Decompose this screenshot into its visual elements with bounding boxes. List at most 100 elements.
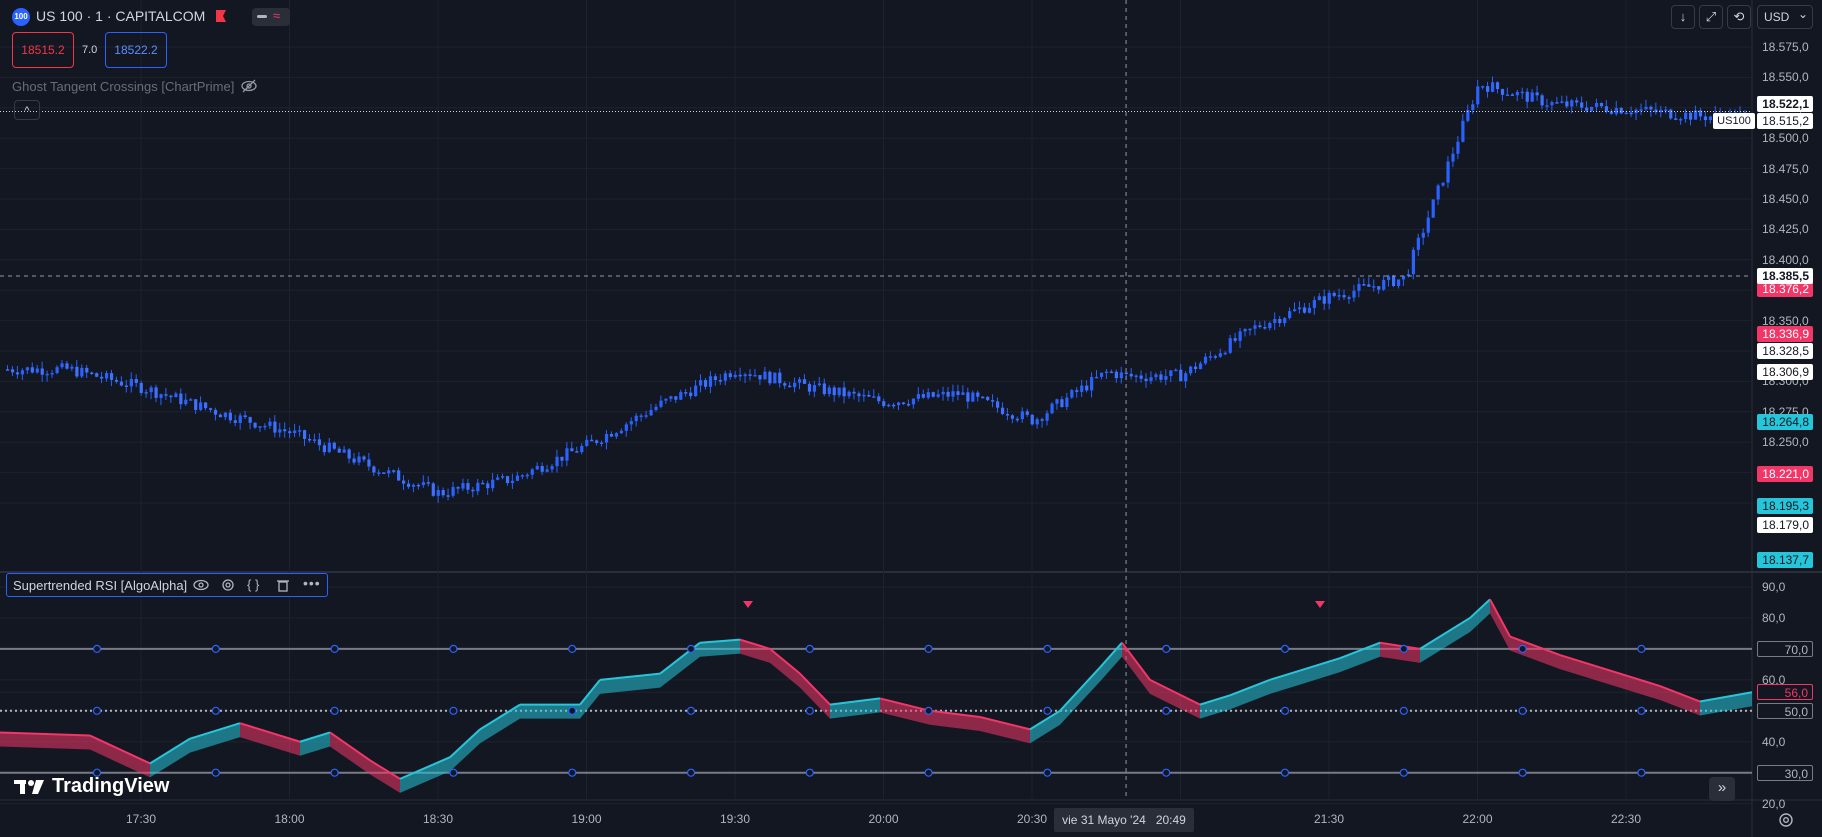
candle-body [728,373,732,378]
market-status-badge[interactable]: ≈ [252,8,290,26]
candle-body [575,451,579,453]
candle-body [580,445,584,453]
delete-icon[interactable] [277,578,289,592]
candle-body [1010,415,1015,419]
hidden-eye-icon[interactable] [240,78,258,94]
candle [1491,76,1495,93]
candle [149,385,153,400]
candle [1139,370,1143,383]
rsi-fill-segment [800,673,830,719]
candle [1461,113,1465,143]
candle-body [1698,110,1703,117]
flag-icon[interactable] [216,10,226,22]
rsi-level-marker [1043,644,1052,654]
candle-body [1624,112,1628,115]
candle [1317,293,1321,301]
candle [733,371,737,379]
candle [164,387,168,400]
candle-body [1382,279,1386,290]
candle [65,360,69,370]
candle-body [802,379,807,384]
candle-body [1466,110,1470,121]
candle-body [941,391,945,395]
candle-body [6,369,10,371]
rsi-level-marker [1399,768,1408,777]
candle [392,469,396,474]
candle-body [669,396,673,399]
candle [827,385,831,397]
more-icon[interactable]: ••• [303,575,321,591]
scroll-to-realtime-button[interactable]: » [1709,777,1735,801]
candle-body [842,387,846,397]
candle-body [1208,356,1213,358]
candle [679,389,683,400]
rsi-level-marker [211,706,220,715]
candle-body [1401,275,1406,280]
rsi-indicator-legend[interactable]: Supertrended RSI [AlgoAlpha] { } ••• [6,573,328,597]
candle-body [664,398,668,401]
maximize-button[interactable]: ⤢ [1699,5,1723,29]
candle [1679,117,1683,125]
candle [971,390,975,402]
candle-body [911,398,916,405]
chart-settings-icon[interactable] [1778,812,1794,828]
candle [25,366,29,374]
candle [288,427,292,439]
source-code-icon[interactable]: { } [247,577,260,592]
candle [1005,408,1010,421]
candle-body [1020,411,1024,420]
sell-button[interactable]: 18515.2 [12,32,74,68]
eye-icon[interactable] [193,578,209,592]
candle-body [1198,363,1203,370]
candle-body [1297,307,1302,310]
candle [1134,374,1138,383]
candle-body [1258,325,1262,328]
candle-body [322,445,326,453]
candle [411,483,416,493]
candle-body [273,421,277,433]
candle [946,387,950,401]
rsi-line-segment [189,722,241,740]
candle [1213,354,1217,360]
buy-button[interactable]: 18522.2 [105,32,167,68]
candle-body [481,482,485,485]
candle-body [1689,112,1693,120]
candle-body [852,391,856,394]
candle-body [208,408,213,410]
candle [802,374,807,385]
candle-body [1649,106,1653,110]
rsi-fill-segment [880,698,930,725]
candle-body [1243,328,1247,332]
collapse-legend-button[interactable]: ^ [14,100,40,120]
candle-body [1431,199,1435,218]
restore-button[interactable]: ⟲ [1727,5,1751,29]
candle [768,370,772,386]
ghost-indicator-label[interactable]: Ghost Tangent Crossings [ChartPrime] [12,79,235,94]
candle [327,437,331,454]
candle-body [535,465,539,470]
settings-icon[interactable] [221,578,235,592]
symbol-title[interactable]: US 100 · 1 · CAPITALCOM [36,8,206,24]
candle-body [862,394,866,397]
candle-body [1644,106,1648,110]
candle-body [431,483,435,496]
candle [644,410,648,419]
price-axis-label: 18.400,0 [1762,252,1809,267]
currency-select[interactable]: USD ⌄ [1757,5,1813,29]
candle [174,391,178,398]
candle-body [238,415,242,423]
price-tag-179: 18.179,0 [1757,517,1813,533]
candle-body [139,382,143,393]
candle [1421,228,1425,245]
candle [872,389,876,398]
scroll-down-button[interactable]: ↓ [1671,5,1695,29]
candle-body [1317,296,1321,301]
tradingview-logo[interactable]: TradingView [14,775,169,798]
candle [1189,365,1193,376]
rsi-line-segment [699,638,741,644]
candle [1654,102,1658,115]
candle [90,371,94,375]
candle-body [451,487,455,496]
rsi-axis-label: 50,0 [1757,702,1813,719]
